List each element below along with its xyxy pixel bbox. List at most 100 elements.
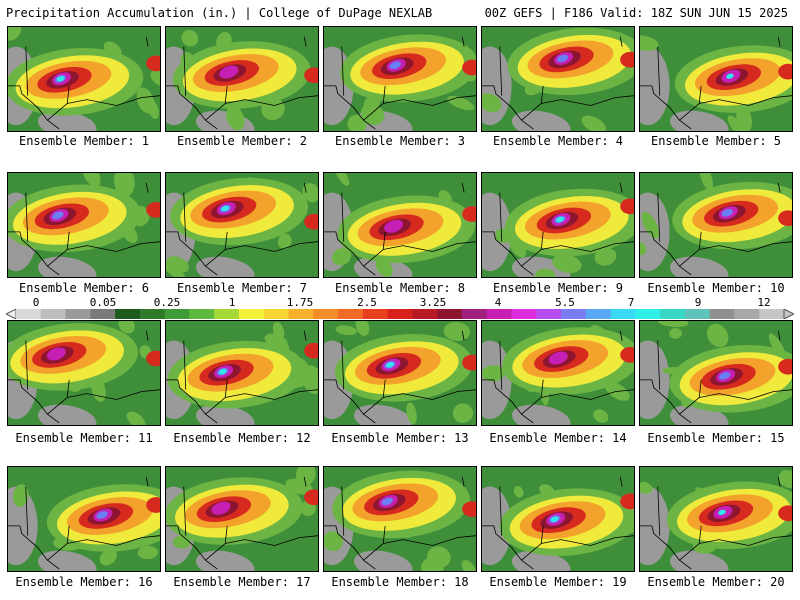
colorbar-left-arrow <box>6 309 17 319</box>
colorbar-segment <box>759 309 785 319</box>
precip-map <box>482 27 634 131</box>
ensemble-member-label: Ensemble Member: 7 <box>176 281 308 295</box>
colorbar-tick-label: 1.75 <box>286 296 314 309</box>
precip-map <box>8 321 160 425</box>
chart-title: Precipitation Accumulation (in.) | Colle… <box>6 6 433 20</box>
ensemble-member-label: Ensemble Member: 3 <box>334 134 466 148</box>
ensemble-map-panel <box>165 172 319 278</box>
ensemble-member-label: Ensemble Member: 11 <box>15 431 153 445</box>
precip-map <box>640 321 792 425</box>
ensemble-map-panel <box>481 172 635 278</box>
colorbar-tick-label: 3.25 <box>419 296 447 309</box>
precip-map <box>640 173 792 277</box>
ensemble-member-label: Ensemble Member: 16 <box>15 575 153 589</box>
colorbar-segment <box>437 309 463 319</box>
ensemble-member-label: Ensemble Member: 2 <box>176 134 308 148</box>
precip-map <box>8 467 160 571</box>
colorbar-segment <box>660 309 686 319</box>
precip-map <box>8 27 160 131</box>
ensemble-map-panel <box>323 26 477 132</box>
precip-map <box>166 321 318 425</box>
precip-map <box>166 27 318 131</box>
colorbar-segment <box>511 309 537 319</box>
colorbar-tick-label: 0 <box>32 296 40 309</box>
precip-map <box>482 467 634 571</box>
colorbar-tick-label: 5.5 <box>555 296 575 309</box>
colorbar-segment <box>90 309 116 319</box>
ensemble-map-panel <box>7 26 161 132</box>
colorbar-segment <box>461 309 488 319</box>
ensemble-map-panel <box>323 320 477 426</box>
ensemble-map-panel <box>481 320 635 426</box>
colorbar-segment <box>115 309 141 319</box>
colorbar-segment <box>164 309 190 319</box>
precip-colorbar <box>6 309 794 319</box>
ensemble-map-panel <box>7 172 161 278</box>
ensemble-member-label: Ensemble Member: 20 <box>647 575 785 589</box>
precip-map <box>166 467 318 571</box>
ensemble-member-label: Ensemble Member: 9 <box>492 281 624 295</box>
ensemble-member-label: Ensemble Member: 4 <box>492 134 624 148</box>
precip-map <box>482 321 634 425</box>
ensemble-member-label: Ensemble Member: 12 <box>173 431 311 445</box>
colorbar-segment <box>40 309 67 319</box>
ensemble-map-panel <box>639 26 793 132</box>
ensemble-member-label: Ensemble Member: 18 <box>331 575 469 589</box>
colorbar-tick-label: 9 <box>694 296 702 309</box>
colorbar-segment <box>214 309 240 319</box>
precip-map <box>8 173 160 277</box>
colorbar-segment <box>635 309 661 319</box>
ensemble-member-label: Ensemble Member: 8 <box>334 281 466 295</box>
ensemble-map-panel <box>7 466 161 572</box>
colorbar-segment <box>139 309 166 319</box>
colorbar-segment <box>263 309 290 319</box>
ensemble-member-label: Ensemble Member: 10 <box>647 281 785 295</box>
colorbar-segment <box>684 309 711 319</box>
colorbar-segment <box>288 309 314 319</box>
colorbar-tick-label: 4 <box>494 296 502 309</box>
ensemble-map-panel <box>165 466 319 572</box>
colorbar-segment <box>313 309 339 319</box>
ensemble-member-label: Ensemble Member: 6 <box>18 281 150 295</box>
ensemble-member-label: Ensemble Member: 17 <box>173 575 311 589</box>
ensemble-map-panel <box>481 466 635 572</box>
colorbar-segment <box>387 309 413 319</box>
ensemble-member-label: Ensemble Member: 15 <box>647 431 785 445</box>
ensemble-map-panel <box>323 172 477 278</box>
colorbar-segment <box>412 309 438 319</box>
ensemble-map-panel <box>639 320 793 426</box>
colorbar-tick-label: 12 <box>757 296 771 309</box>
ensemble-map-panel <box>165 26 319 132</box>
precip-map <box>640 467 792 571</box>
ensemble-map-panel <box>7 320 161 426</box>
colorbar-segment <box>338 309 364 319</box>
colorbar-tick-label: 7 <box>627 296 635 309</box>
colorbar-segment <box>189 309 215 319</box>
colorbar-segment <box>734 309 760 319</box>
colorbar-segment <box>16 309 42 319</box>
colorbar-segment <box>610 309 636 319</box>
ensemble-member-label: Ensemble Member: 19 <box>489 575 627 589</box>
colorbar-segment <box>486 309 512 319</box>
ensemble-map-panel <box>639 466 793 572</box>
colorbar-segment <box>238 309 265 319</box>
colorbar-tick-label: 0.25 <box>153 296 181 309</box>
precip-map <box>324 321 476 425</box>
colorbar-right-arrow <box>783 309 794 319</box>
ensemble-member-label: Ensemble Member: 13 <box>331 431 469 445</box>
colorbar-segment <box>362 309 389 319</box>
ensemble-map-panel <box>481 26 635 132</box>
colorbar-tick-label: 1 <box>228 296 236 309</box>
precip-map <box>324 27 476 131</box>
ensemble-member-label: Ensemble Member: 5 <box>650 134 782 148</box>
ensemble-member-label: Ensemble Member: 14 <box>489 431 627 445</box>
precip-map <box>640 27 792 131</box>
colorbar-segment <box>536 309 562 319</box>
colorbar-segment <box>709 309 735 319</box>
ensemble-member-label: Ensemble Member: 1 <box>18 134 150 148</box>
ensemble-map-panel <box>323 466 477 572</box>
colorbar-tick-label: 0.05 <box>89 296 117 309</box>
colorbar-segment <box>561 309 587 319</box>
precip-map <box>324 173 476 277</box>
ensemble-map-panel <box>165 320 319 426</box>
